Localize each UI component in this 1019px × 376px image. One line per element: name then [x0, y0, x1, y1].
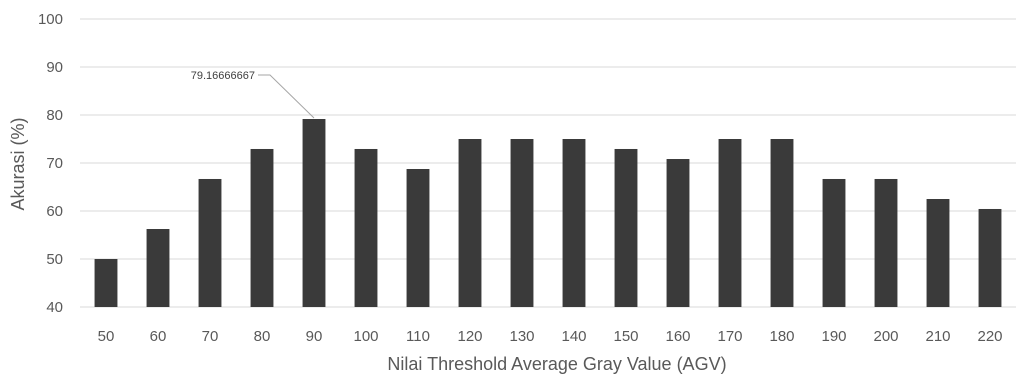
y-tick-label: 100: [38, 11, 63, 28]
bar-220: [978, 208, 1002, 307]
x-tick-label: 130: [509, 328, 534, 345]
bar-180: [770, 139, 794, 307]
x-tick-label: 90: [306, 328, 323, 345]
x-tick-label: 190: [821, 328, 846, 345]
bar-170: [718, 139, 742, 307]
x-tick-label: 140: [561, 328, 586, 345]
bar-90: [302, 119, 326, 307]
bar-110: [406, 169, 430, 307]
x-axis-title: Nilai Threshold Average Gray Value (AGV): [387, 354, 726, 374]
x-tick-label: 100: [353, 328, 378, 345]
y-tick-label: 60: [46, 203, 63, 220]
bar-140: [562, 139, 586, 307]
bar-50: [94, 259, 118, 307]
bar-120: [458, 139, 482, 307]
x-tick-label: 60: [150, 328, 167, 345]
bar-190: [822, 178, 846, 307]
x-tick-label: 180: [769, 328, 794, 345]
y-tick-label: 40: [46, 299, 63, 316]
y-tick-labels: 40 50 60 70 80 90 100: [38, 11, 63, 316]
annotation-leader-line: [258, 74, 315, 119]
data-label: 79.16666667: [191, 70, 255, 82]
x-tick-label: 210: [925, 328, 950, 345]
x-tick-label: 50: [98, 328, 115, 345]
y-tick-label: 80: [46, 107, 63, 124]
x-tick-label: 110: [406, 328, 430, 345]
x-tick-label: 220: [977, 328, 1002, 345]
y-tick-label: 70: [46, 155, 63, 172]
bar-200: [874, 178, 898, 307]
x-tick-label: 200: [873, 328, 898, 345]
grid-lines: [80, 18, 1016, 308]
x-tick-labels: 50 60 70 80 90 100 110 120 130 140 150 160 170 180 190…: [98, 328, 1003, 345]
bar-130: [510, 139, 534, 307]
x-tick-label: 160: [665, 328, 690, 345]
bar-150: [614, 148, 638, 307]
bar-70: [198, 178, 222, 307]
bar-100: [354, 148, 378, 307]
bar-60: [146, 229, 170, 307]
bars: [94, 119, 1002, 307]
x-tick-label: 120: [457, 328, 482, 345]
x-tick-label: 150: [613, 328, 638, 345]
bar-80: [250, 148, 274, 307]
bar-210: [926, 199, 950, 307]
bar-160: [666, 159, 690, 307]
y-axis-title: Akurasi (%): [8, 117, 28, 210]
x-tick-label: 170: [717, 328, 742, 345]
y-tick-label: 90: [46, 59, 63, 76]
annotations: 79.16666667: [191, 70, 315, 119]
x-tick-label: 70: [202, 328, 219, 345]
x-tick-label: 80: [254, 328, 271, 345]
y-tick-label: 50: [46, 251, 63, 268]
